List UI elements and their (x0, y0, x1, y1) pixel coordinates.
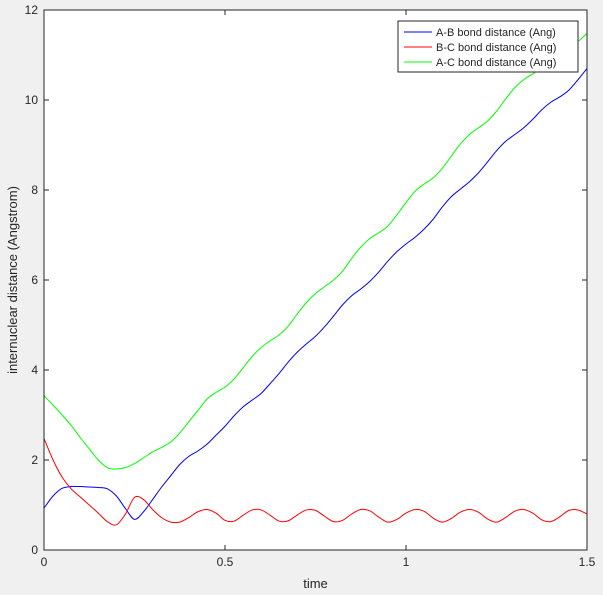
tick-layer: 0 0.5 1 1.5 0 2 4 6 8 10 12 (25, 3, 596, 569)
x-tick-label: 1 (403, 555, 410, 569)
x-tick-label: 1.5 (579, 555, 596, 569)
legend[interactable]: A-B bond distance (Ang) B-C bond distance… (397, 20, 579, 73)
y-tick-label: 6 (31, 273, 38, 287)
legend-label-a-b: A-B bond distance (Ang) (436, 27, 556, 39)
x-tick-label: 0 (41, 555, 48, 569)
legend-label-a-c: A-C bond distance (Ang) (436, 57, 556, 69)
y-tick-label: 8 (31, 183, 38, 197)
y-tick-label: 12 (25, 3, 39, 17)
y-tick-label: 10 (25, 93, 39, 107)
legend-label-b-c: B-C bond distance (Ang) (436, 42, 556, 54)
plot-area (44, 10, 587, 550)
series-line-b-c (43, 438, 588, 526)
series-layer (43, 33, 588, 526)
y-tick-label: 4 (31, 363, 38, 377)
x-axis-label: time (303, 576, 328, 590)
y-tick-label: 0 (31, 543, 38, 557)
x-tick-label: 0.5 (217, 555, 234, 569)
legend-box (397, 20, 579, 73)
y-tick-label: 2 (31, 453, 38, 467)
series-line-a-c (43, 33, 588, 470)
y-axis-label: internuclear distance (Angstrom) (5, 186, 20, 374)
series-line-a-b (43, 68, 588, 520)
